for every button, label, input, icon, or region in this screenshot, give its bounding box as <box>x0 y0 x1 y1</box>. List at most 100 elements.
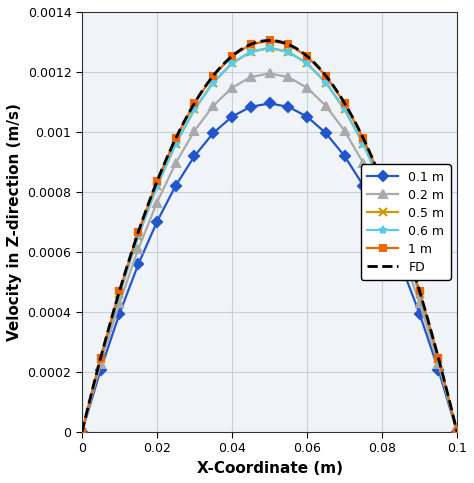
0.6 m <box>342 107 347 113</box>
1 m <box>323 73 328 79</box>
FD <box>420 300 426 306</box>
1 m <box>398 229 404 235</box>
Y-axis label: Velocity in Z-direction (m/s): Velocity in Z-direction (m/s) <box>7 103 22 341</box>
0.1 m <box>436 367 441 372</box>
0.6 m <box>98 356 103 362</box>
0.1 m <box>398 262 404 268</box>
0.1 m <box>79 429 85 435</box>
1 m <box>136 229 141 235</box>
0.6 m <box>323 80 328 85</box>
0.5 m <box>398 233 404 239</box>
1 m <box>417 288 422 294</box>
0.6 m <box>117 291 122 297</box>
0.5 m <box>436 356 441 362</box>
0.5 m <box>154 184 160 189</box>
0.1 m <box>248 104 254 110</box>
0.1 m <box>191 153 197 159</box>
FD <box>310 58 316 64</box>
0.1 m <box>285 104 291 110</box>
0.6 m <box>417 291 422 297</box>
0.6 m <box>248 49 254 55</box>
1 m <box>173 135 179 141</box>
0.5 m <box>136 233 141 239</box>
0.1 m <box>267 100 273 106</box>
Line: FD: FD <box>82 41 457 432</box>
0.6 m <box>267 45 273 51</box>
0.6 m <box>398 233 404 239</box>
1 m <box>285 42 291 47</box>
0.1 m <box>98 367 103 372</box>
0.1 m <box>210 130 216 136</box>
Legend: 0.1 m, 0.2 m, 0.5 m, 0.6 m, 1 m, FD: 0.1 m, 0.2 m, 0.5 m, 0.6 m, 1 m, FD <box>361 164 451 280</box>
1 m <box>436 355 441 361</box>
0.6 m <box>229 60 235 66</box>
0.2 m <box>154 199 160 205</box>
0.2 m <box>323 103 328 109</box>
0.5 m <box>229 60 235 66</box>
0.6 m <box>454 429 460 435</box>
0.2 m <box>229 85 235 91</box>
0.2 m <box>417 300 422 306</box>
1 m <box>210 73 216 79</box>
0.6 m <box>173 141 179 147</box>
0.2 m <box>398 246 404 252</box>
0.5 m <box>285 49 291 55</box>
0.6 m <box>136 233 141 239</box>
0.6 m <box>210 80 216 85</box>
0.1 m <box>136 262 141 268</box>
0.1 m <box>323 130 328 136</box>
1 m <box>267 38 273 43</box>
0.1 m <box>417 311 422 317</box>
FD <box>302 52 308 57</box>
0.1 m <box>360 183 366 188</box>
1 m <box>191 100 197 106</box>
FD <box>80 424 86 430</box>
0.1 m <box>454 429 460 435</box>
FD <box>266 38 272 43</box>
0.2 m <box>98 361 103 367</box>
1 m <box>98 355 103 361</box>
0.5 m <box>379 184 385 189</box>
0.2 m <box>79 429 85 435</box>
0.1 m <box>342 153 347 159</box>
0.2 m <box>136 246 141 252</box>
0.5 m <box>304 60 310 66</box>
Line: 0.5 m: 0.5 m <box>78 44 461 436</box>
1 m <box>154 179 160 185</box>
0.5 m <box>323 80 328 85</box>
0.2 m <box>304 85 310 91</box>
1 m <box>248 42 254 47</box>
0.1 m <box>117 311 122 317</box>
FD <box>454 429 460 435</box>
0.1 m <box>154 219 160 225</box>
0.6 m <box>379 184 385 189</box>
0.5 m <box>98 356 103 362</box>
0.5 m <box>454 429 460 435</box>
0.1 m <box>379 219 385 225</box>
0.6 m <box>79 429 85 435</box>
0.5 m <box>360 141 366 147</box>
FD <box>397 225 402 231</box>
0.2 m <box>436 361 441 367</box>
0.1 m <box>173 183 179 188</box>
0.6 m <box>154 184 160 189</box>
0.2 m <box>117 300 122 306</box>
0.6 m <box>191 107 197 113</box>
0.2 m <box>248 74 254 80</box>
0.2 m <box>360 160 366 166</box>
0.1 m <box>229 114 235 119</box>
0.2 m <box>454 429 460 435</box>
0.2 m <box>285 74 291 80</box>
0.2 m <box>342 128 347 134</box>
0.5 m <box>191 107 197 113</box>
Line: 0.2 m: 0.2 m <box>78 69 461 436</box>
0.6 m <box>360 141 366 147</box>
0.2 m <box>379 199 385 205</box>
0.2 m <box>267 71 273 76</box>
Line: 0.1 m: 0.1 m <box>78 100 461 436</box>
0.5 m <box>79 429 85 435</box>
1 m <box>360 135 366 141</box>
0.2 m <box>191 128 197 134</box>
0.5 m <box>248 49 254 55</box>
0.2 m <box>210 103 216 109</box>
